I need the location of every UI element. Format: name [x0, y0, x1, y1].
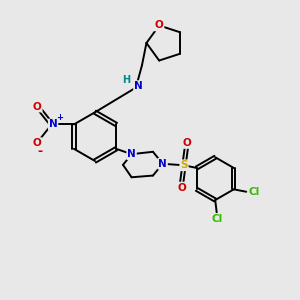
Text: +: +	[56, 113, 63, 122]
Text: H: H	[122, 75, 130, 85]
Text: Cl: Cl	[211, 214, 222, 224]
Text: N: N	[127, 149, 136, 159]
Text: O: O	[33, 102, 42, 112]
Text: N: N	[49, 119, 58, 129]
Text: O: O	[33, 138, 42, 148]
Text: N: N	[134, 81, 143, 91]
Text: O: O	[182, 138, 191, 148]
Text: S: S	[180, 160, 188, 170]
Text: O: O	[155, 20, 164, 31]
Text: O: O	[177, 183, 186, 193]
Text: Cl: Cl	[249, 187, 260, 197]
Text: -: -	[38, 145, 43, 158]
Text: N: N	[158, 159, 167, 169]
